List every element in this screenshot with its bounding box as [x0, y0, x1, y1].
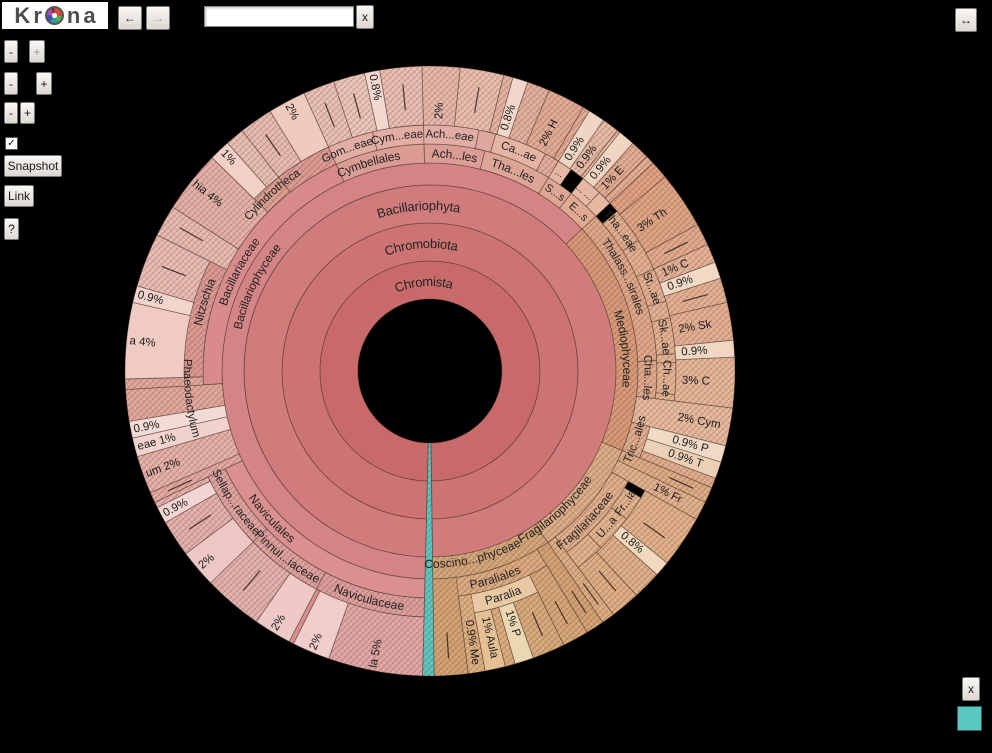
- snapshot-button[interactable]: Snapshot: [4, 155, 62, 177]
- legend-color-swatch[interactable]: [957, 706, 982, 731]
- link-label: Link: [7, 189, 30, 203]
- clear-search-button[interactable]: x: [356, 5, 374, 29]
- plus-icon: +: [40, 76, 48, 91]
- close-legend-button[interactable]: x: [962, 677, 980, 701]
- tick-mark: [582, 583, 599, 605]
- font-size-minus-button[interactable]: -: [4, 72, 18, 95]
- collapse-panel-button[interactable]: ↔: [955, 8, 977, 32]
- forward-arrow-icon: →: [152, 11, 164, 25]
- font-size-plus-button[interactable]: +: [36, 72, 52, 95]
- close-legend-label: x: [968, 682, 974, 696]
- tick-mark: [167, 479, 193, 492]
- wedge-band[interactable]: [656, 353, 677, 364]
- logo-letter: n: [66, 2, 81, 28]
- chart-size-minus-button[interactable]: -: [4, 102, 18, 124]
- forward-button[interactable]: →: [146, 6, 170, 30]
- back-arrow-icon: ←: [124, 11, 136, 25]
- tick-mark: [352, 93, 361, 119]
- tick-mark: [554, 600, 568, 625]
- checkmark-icon: ✓: [7, 138, 16, 149]
- tick-mark: [531, 611, 544, 637]
- tick-mark: [324, 102, 335, 128]
- logo-letter: K: [14, 2, 31, 28]
- tick-mark: [161, 265, 187, 277]
- wedge-leaf-a-4-[interactable]: [124, 301, 191, 380]
- chart-size-plus-button[interactable]: +: [20, 102, 35, 124]
- tick-mark: [265, 134, 281, 157]
- wedge-leaf-2-[interactable]: [421, 65, 461, 127]
- logo-letter: a: [83, 2, 96, 28]
- tick-mark: [473, 87, 480, 113]
- collapse-checkbox[interactable]: ✓: [5, 137, 18, 150]
- wedge-ch-ae[interactable]: [655, 361, 677, 396]
- depth-plus-button[interactable]: +: [29, 40, 45, 63]
- wedge-cha-les[interactable]: [636, 360, 658, 400]
- back-button[interactable]: ←: [118, 6, 142, 30]
- search-input[interactable]: [204, 6, 354, 27]
- wedge-leaf-3-c[interactable]: [673, 356, 736, 409]
- tick-mark: [188, 514, 212, 530]
- depth-minus-button[interactable]: -: [4, 40, 18, 63]
- tick-mark: [402, 84, 406, 111]
- tick-mark: [682, 293, 708, 302]
- tick-mark: [664, 241, 688, 255]
- logo-letter: r: [33, 2, 42, 28]
- tick-mark: [643, 522, 666, 539]
- minus-icon: -: [9, 44, 13, 59]
- help-button[interactable]: ?: [4, 218, 19, 240]
- tick-mark: [669, 477, 694, 489]
- snapshot-label: Snapshot: [7, 159, 59, 173]
- link-button[interactable]: Link: [4, 185, 34, 207]
- krona-pie-icon: [44, 6, 64, 25]
- minus-icon: -: [9, 76, 13, 91]
- clear-search-label: x: [362, 10, 368, 24]
- minus-icon: -: [9, 106, 13, 120]
- tick-mark: [571, 590, 587, 614]
- help-label: ?: [8, 222, 15, 236]
- plus-icon: +: [23, 106, 31, 120]
- tick-mark: [446, 632, 450, 659]
- collapse-icon: ↔: [960, 13, 972, 27]
- tick-mark: [242, 570, 261, 591]
- plus-icon: +: [33, 44, 41, 59]
- wedge-leaf-2-[interactable]: [269, 92, 329, 163]
- tick-mark: [179, 227, 203, 242]
- tick-mark: [598, 570, 617, 592]
